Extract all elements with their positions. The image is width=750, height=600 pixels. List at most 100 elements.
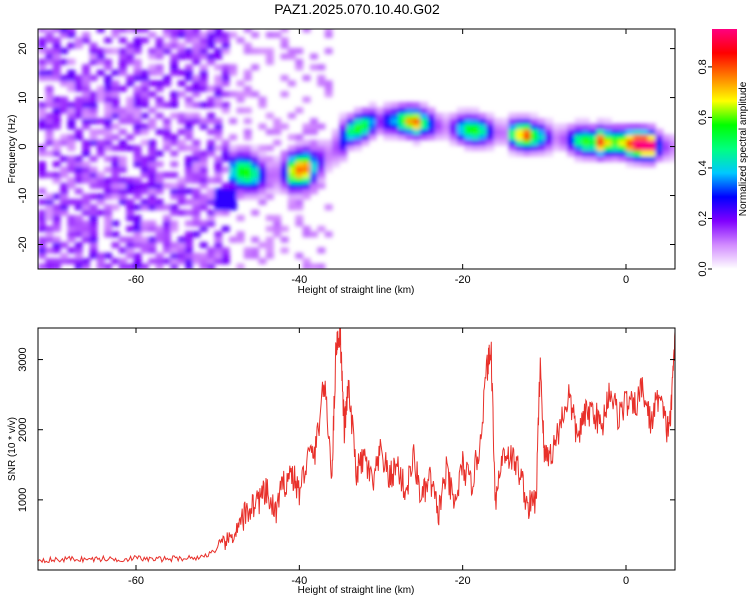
heatmap-cell — [104, 37, 113, 44]
heatmap-cell — [626, 139, 634, 146]
heatmap-cell — [214, 37, 223, 44]
heatmap-cell — [155, 53, 164, 60]
heatmap-cell — [618, 155, 627, 162]
heatmap-cell — [287, 161, 296, 168]
heatmap-cell — [354, 123, 362, 130]
heatmap-cell — [118, 29, 127, 33]
heatmap-cell — [508, 112, 517, 119]
heatmap-cell — [133, 112, 142, 119]
heatmap-cell — [508, 128, 517, 135]
heatmap-cell — [74, 128, 83, 135]
heatmap-cell — [273, 220, 282, 227]
heatmap-cell — [258, 188, 267, 195]
heatmap-cell — [221, 107, 230, 114]
heatmap-cell — [310, 263, 318, 269]
heatmap-cell — [170, 188, 179, 195]
heatmap-cell — [67, 123, 76, 130]
heatmap-cell — [177, 145, 186, 152]
heatmap-cell — [133, 69, 142, 76]
heatmap-cell — [96, 91, 105, 98]
heatmap-cell — [52, 123, 61, 130]
heatmap-cell — [89, 172, 98, 178]
heatmap-cell — [258, 193, 267, 200]
heatmap-cell — [133, 64, 142, 71]
heatmap-cell — [287, 193, 296, 200]
heatmap-cell — [199, 220, 208, 227]
heatmap-cell — [229, 64, 237, 71]
heatmap-cell — [74, 263, 83, 269]
heatmap-cell — [163, 48, 171, 55]
heatmap-cell — [155, 199, 164, 205]
heatmap-cell — [60, 134, 69, 141]
heatmap-cell — [96, 182, 105, 189]
heatmap-cell — [155, 236, 164, 243]
heatmap-cell — [251, 172, 260, 178]
heatmap-cell — [89, 155, 98, 162]
heatmap-cell — [251, 209, 260, 216]
heatmap-cell — [280, 155, 289, 162]
heatmap-cell — [229, 177, 237, 184]
heatmap-cell — [251, 155, 260, 162]
heatmap-cell — [52, 220, 61, 227]
heatmap-cell — [302, 225, 311, 232]
heatmap-cell — [170, 37, 179, 44]
heatmap-cell — [89, 252, 98, 259]
heatmap-cell — [60, 166, 69, 173]
heatmap-cell — [185, 145, 193, 152]
heatmap-cell — [104, 96, 113, 103]
heatmap-cell — [67, 182, 76, 189]
heatmap-cell — [45, 204, 54, 211]
heatmap-cell — [155, 69, 164, 76]
bottom-y-axis-label: SNR (10 * v/v) — [7, 417, 18, 481]
heatmap-cell — [118, 112, 127, 119]
heatmap-cell — [214, 85, 223, 92]
heatmap-cell — [126, 236, 135, 243]
heatmap-cell — [618, 150, 627, 157]
heatmap-cell — [214, 199, 223, 205]
heatmap-cell — [376, 112, 385, 119]
heatmap-cell — [177, 247, 186, 254]
heatmap-cell — [508, 145, 517, 152]
heatmap-cell — [515, 139, 524, 146]
heatmap-cell — [302, 75, 311, 81]
heatmap-cell — [82, 37, 91, 44]
heatmap-cell — [67, 134, 76, 141]
heatmap-cell — [177, 193, 186, 200]
heatmap-cell — [265, 58, 274, 65]
heatmap-cell — [214, 236, 223, 243]
heatmap-cell — [74, 102, 83, 108]
heatmap-cell — [221, 42, 230, 49]
heatmap-cell — [96, 69, 105, 76]
heatmap-cell — [229, 161, 237, 168]
heatmap-cell — [229, 182, 237, 189]
heatmap-cell — [52, 236, 61, 243]
heatmap-cell — [633, 150, 642, 157]
heatmap-cell — [508, 150, 517, 157]
heatmap-cell — [148, 258, 157, 265]
heatmap-cell — [295, 58, 304, 65]
heatmap-cell — [207, 209, 215, 216]
heatmap-cell — [52, 48, 61, 55]
heatmap-cell — [273, 161, 282, 168]
heatmap-cell — [302, 150, 311, 157]
heatmap-cell — [574, 139, 583, 146]
heatmap-cell — [207, 252, 215, 259]
heatmap-cell — [207, 258, 215, 265]
heatmap-cell — [229, 236, 237, 243]
heatmap-cell — [89, 209, 98, 216]
heatmap-cell — [287, 166, 296, 173]
heatmap-cell — [192, 209, 201, 216]
heatmap-cell — [74, 188, 83, 195]
heatmap-cell — [111, 112, 120, 119]
heatmap-cell — [38, 29, 46, 33]
heatmap-cell — [464, 112, 473, 119]
heatmap-cell — [273, 128, 282, 135]
heatmap-cell — [648, 128, 656, 135]
heatmap-cell — [442, 123, 451, 130]
heatmap-cell — [603, 139, 612, 146]
heatmap-cell — [258, 48, 267, 55]
heatmap-cell — [185, 252, 193, 259]
heatmap-cell — [74, 252, 83, 259]
heatmap-cell — [74, 112, 83, 119]
heatmap-cell — [324, 166, 333, 173]
